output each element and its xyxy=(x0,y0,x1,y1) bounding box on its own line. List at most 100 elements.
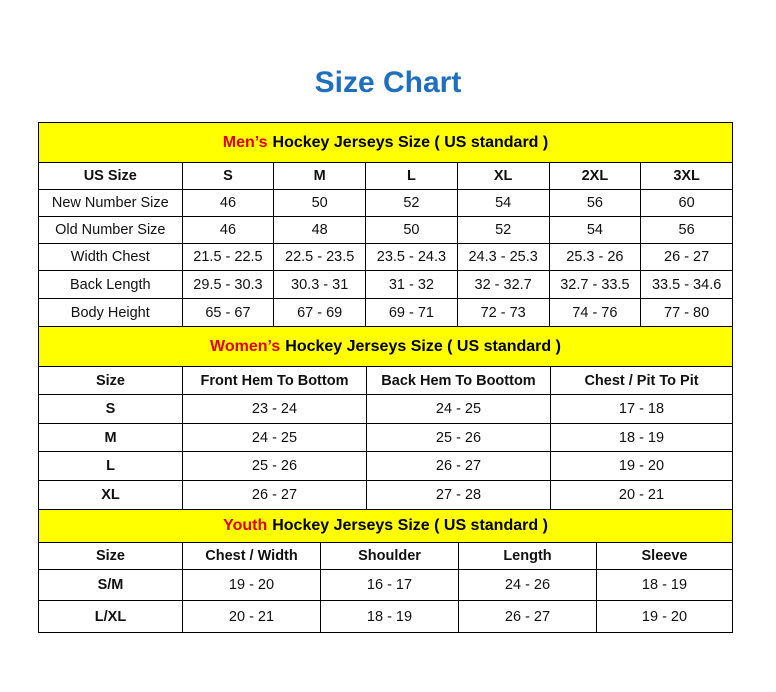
banner-highlight: Men’s xyxy=(222,133,268,151)
table-cell: S/M xyxy=(39,570,183,600)
table-cell: L xyxy=(39,452,183,480)
youth-section: Youth Hockey Jerseys Size ( US standard )… xyxy=(39,510,732,632)
table-cell: S xyxy=(39,395,183,423)
table-cell: 25 - 26 xyxy=(183,452,367,480)
table-cell: 65 - 67 xyxy=(183,299,275,326)
table-cell: 23.5 - 24.3 xyxy=(366,244,458,270)
column-header: Back Hem To Boottom xyxy=(367,367,551,394)
table-cell: 21.5 - 22.5 xyxy=(183,244,275,270)
table-cell: 24.3 - 25.3 xyxy=(458,244,550,270)
table-cell: 20 - 21 xyxy=(618,487,665,503)
table-cell: Body Height xyxy=(39,299,183,326)
table-cell: 33.5 - 34.6 xyxy=(651,276,722,293)
banner-title: Hockey Jerseys Size ( US standard ) xyxy=(272,517,548,534)
table-row: L 25 - 26 26 - 27 19 - 20 xyxy=(39,452,732,481)
column-header: US Size xyxy=(39,163,183,189)
table-cell: 26 - 27 xyxy=(367,452,551,480)
banner-highlight: Youth xyxy=(223,517,268,534)
womens-banner: Women’s Hockey Jerseys Size ( US standard… xyxy=(39,327,732,367)
table-cell: 19 - 20 xyxy=(641,608,688,625)
page-title: Size Chart xyxy=(314,66,462,99)
table-cell: 56 xyxy=(678,222,695,238)
table-row: S 23 - 24 24 - 25 17 - 18 xyxy=(39,395,732,424)
table-cell: 32 - 32.7 xyxy=(458,271,550,298)
youth-banner: Youth Hockey Jerseys Size ( US standard ) xyxy=(39,510,732,543)
column-header: Chest / Width xyxy=(183,543,321,569)
size-chart-table: Men’s Hockey Jerseys Size ( US standard )… xyxy=(38,122,733,633)
table-cell: 22.5 - 23.5 xyxy=(274,244,367,270)
column-header: L xyxy=(366,163,458,189)
table-row: Old Number Size 46 48 50 52 54 56 xyxy=(39,217,732,244)
banner-highlight: Women’s xyxy=(210,337,281,355)
table-cell: L/XL xyxy=(39,601,183,632)
table-cell: 19 - 20 xyxy=(618,458,665,474)
table-cell: 32.7 - 33.5 xyxy=(550,271,642,298)
table-cell: 54 xyxy=(550,217,642,243)
column-header: Front Hem To Bottom xyxy=(183,367,367,394)
table-cell: 19 - 20 xyxy=(183,570,321,600)
table-cell: 24 - 25 xyxy=(183,424,367,451)
table-cell: 46 xyxy=(183,190,275,216)
table-cell: 67 - 69 xyxy=(274,299,367,326)
table-cell: 24 - 26 xyxy=(459,570,597,600)
table-row: M 24 - 25 25 - 26 18 - 19 xyxy=(39,424,732,452)
table-cell: 26 - 27 xyxy=(459,601,597,632)
table-cell: 17 - 18 xyxy=(618,401,665,417)
column-header: Chest / Pit To Pit xyxy=(584,372,699,389)
table-cell: 23 - 24 xyxy=(183,395,367,423)
table-cell: New Number Size xyxy=(39,190,183,216)
table-cell: 26 - 27 xyxy=(664,249,710,265)
table-row: S/M 19 - 20 16 - 17 24 - 26 18 - 19 xyxy=(39,570,732,601)
table-cell: 29.5 - 30.3 xyxy=(183,271,275,298)
table-cell: 60 xyxy=(678,195,695,211)
table-row: Body Height 65 - 67 67 - 69 69 - 71 72 - 73 7… xyxy=(39,299,732,327)
column-header: 3XL xyxy=(673,168,700,184)
table-cell: 54 xyxy=(458,190,550,216)
header-row: Size Chest / Width Shoulder Length Sleeve xyxy=(39,543,732,570)
table-cell: 24 - 25 xyxy=(367,395,551,423)
table-cell: 16 - 17 xyxy=(321,570,459,600)
table-cell: 56 xyxy=(550,190,642,216)
table-cell: 18 - 19 xyxy=(641,577,688,593)
column-header: M xyxy=(274,163,367,189)
table-cell: 77 - 80 xyxy=(664,304,710,321)
banner-title: Hockey Jerseys Size ( US standard ) xyxy=(272,133,549,151)
table-cell: 48 xyxy=(274,217,367,243)
table-cell: 72 - 73 xyxy=(458,299,550,326)
table-row: XL 26 - 27 27 - 28 20 - 21 xyxy=(39,481,732,510)
column-header: 2XL xyxy=(550,163,642,189)
table-row: Back Length 29.5 - 30.3 30.3 - 31 31 - 32 32… xyxy=(39,271,732,299)
table-cell: 46 xyxy=(183,217,275,243)
table-cell: 31 - 32 xyxy=(366,271,458,298)
column-header: Size xyxy=(39,367,183,394)
table-row: L/XL 20 - 21 18 - 19 26 - 27 19 - 20 xyxy=(39,601,732,632)
column-header: S xyxy=(183,163,275,189)
table-cell: 27 - 28 xyxy=(367,481,551,509)
header-row: US Size S M L XL 2XL 3XL xyxy=(39,163,732,190)
table-cell: 18 - 19 xyxy=(618,429,665,446)
table-cell: Back Length xyxy=(39,271,183,298)
banner-title: Hockey Jerseys Size ( US standard ) xyxy=(285,337,561,355)
table-cell: 52 xyxy=(366,190,458,216)
mens-section: Men’s Hockey Jerseys Size ( US standard )… xyxy=(39,123,732,327)
column-header: Size xyxy=(39,543,183,569)
table-row: Width Chest 21.5 - 22.5 22.5 - 23.5 23.5 - … xyxy=(39,244,732,271)
table-cell: 25.3 - 26 xyxy=(550,244,642,270)
mens-banner: Men’s Hockey Jerseys Size ( US standard ) xyxy=(39,123,732,163)
column-header: Length xyxy=(459,543,597,569)
table-cell: 52 xyxy=(458,217,550,243)
womens-section: Women’s Hockey Jerseys Size ( US standard… xyxy=(39,327,732,510)
header-row: Size Front Hem To Bottom Back Hem To Boott… xyxy=(39,367,732,395)
column-header: Sleeve xyxy=(641,548,688,564)
table-cell: 69 - 71 xyxy=(366,299,458,326)
column-header: XL xyxy=(458,163,550,189)
table-cell: 30.3 - 31 xyxy=(274,271,367,298)
table-cell: Width Chest xyxy=(39,244,183,270)
table-cell: 18 - 19 xyxy=(321,601,459,632)
column-header: Shoulder xyxy=(321,543,459,569)
table-cell: 26 - 27 xyxy=(183,481,367,509)
table-cell: 25 - 26 xyxy=(367,424,551,451)
table-cell: 50 xyxy=(274,190,367,216)
table-cell: 74 - 76 xyxy=(550,299,642,326)
table-cell: M xyxy=(39,424,183,451)
